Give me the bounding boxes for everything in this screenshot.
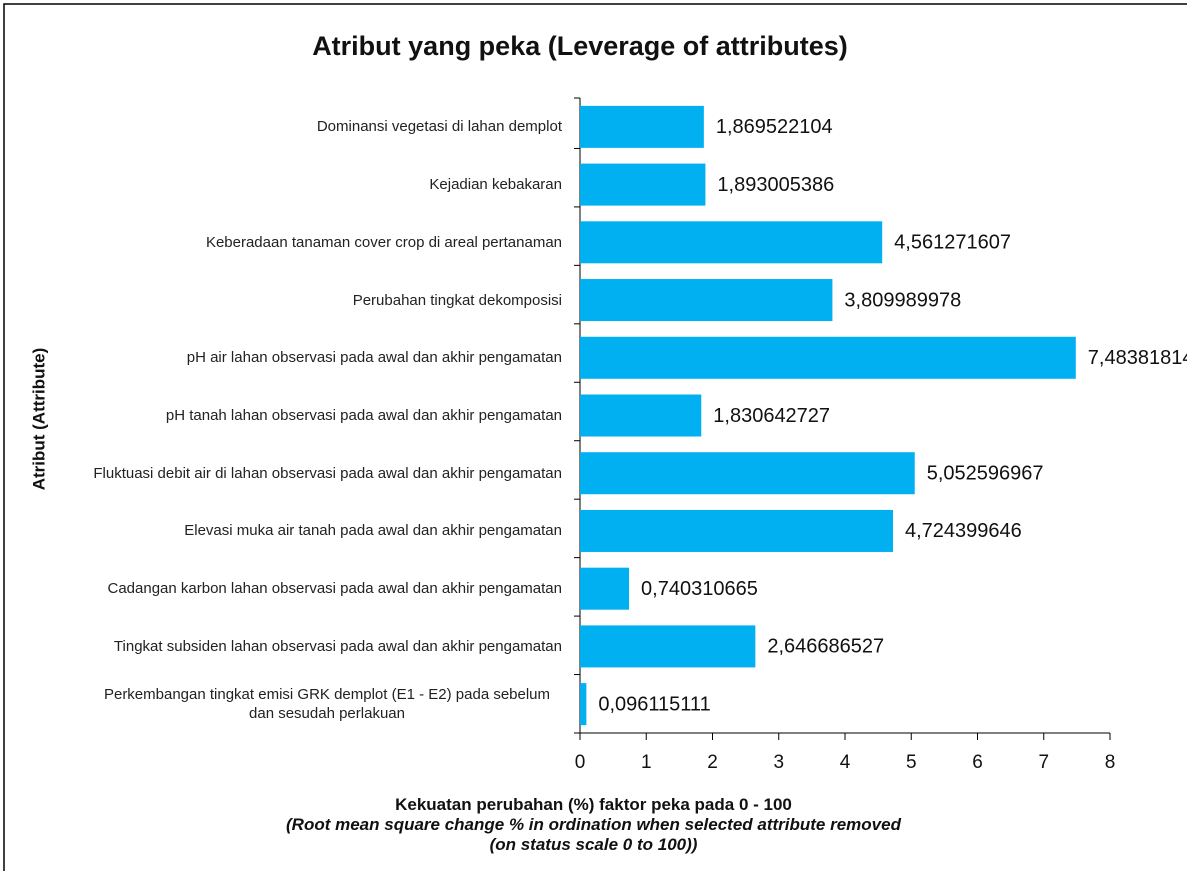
- bar: [580, 279, 833, 322]
- category-label-box: Kejadian kebakaran: [0, 159, 562, 211]
- y-tick-label: Keberadaan tanaman cover crop di areal p…: [205, 233, 562, 251]
- category-label-box: Perubahan tingkat dekomposisi: [0, 274, 562, 326]
- bar: [580, 625, 756, 668]
- value-label: 1,830642727: [713, 405, 830, 427]
- category-label-box: Cadangan karbon lahan observasi pada awa…: [0, 563, 563, 615]
- bar: [580, 567, 630, 610]
- value-label: 7,483818145: [1088, 347, 1187, 369]
- x-tick-label: 1: [641, 752, 652, 773]
- chart-border: [3, 3, 1187, 871]
- y-tick-label: Perkembangan tingkat emisi GRK demplot (…: [103, 686, 551, 723]
- bar: [580, 105, 704, 148]
- bar: [580, 452, 915, 495]
- x-tick-label: 7: [1038, 752, 1049, 773]
- category-label-box: Fluktuasi debit air di lahan observasi p…: [0, 447, 562, 499]
- x-tick-label: 8: [1105, 752, 1116, 773]
- value-label: 0,096115111: [598, 693, 710, 715]
- category-label-box: Dominansi vegetasi di lahan demplot: [0, 101, 562, 153]
- value-label: 5,052596967: [927, 463, 1044, 485]
- x-axis-label: (Root mean square change % in ordination…: [286, 815, 901, 834]
- y-tick-label: Tingkat subsiden lahan observasi pada aw…: [113, 637, 562, 655]
- category-label-box: pH air lahan observasi pada awal dan akh…: [0, 332, 562, 384]
- y-tick-label: Cadangan karbon lahan observasi pada awa…: [107, 580, 563, 598]
- bar: [580, 221, 883, 264]
- chart-title: Atribut yang peka (Leverage of attribute…: [312, 31, 848, 61]
- y-tick-label: Dominansi vegetasi di lahan demplot: [316, 118, 562, 136]
- x-tick-label: 5: [906, 752, 917, 773]
- x-axis-label: Kekuatan perubahan (%) faktor peka pada …: [395, 795, 792, 814]
- category-label-box: Keberadaan tanaman cover crop di areal p…: [0, 216, 562, 268]
- y-tick-label: Fluktuasi debit air di lahan observasi p…: [93, 464, 562, 482]
- y-tick-label: pH tanah lahan observasi pada awal dan a…: [165, 407, 562, 424]
- bar: [580, 336, 1076, 379]
- value-label: 0,740310665: [641, 578, 758, 600]
- x-axis-label: (on status scale 0 to 100)): [489, 835, 698, 854]
- value-label: 3,809989978: [844, 289, 961, 311]
- bar: [580, 394, 702, 437]
- value-label: 2,646686527: [767, 636, 884, 658]
- category-label-box: Perkembangan tingkat emisi GRK demplot (…: [0, 678, 562, 730]
- y-tick-label: pH air lahan observasi pada awal dan akh…: [186, 349, 562, 367]
- y-tick-label: Kejadian kebakaran: [429, 176, 562, 194]
- x-tick-label: 0: [575, 752, 586, 773]
- bar: [580, 683, 587, 726]
- x-tick-label: 6: [972, 752, 983, 773]
- value-label: 4,724399646: [905, 520, 1022, 542]
- y-tick-label: Elevasi muka air tanah pada awal dan akh…: [184, 522, 562, 540]
- category-label-box: Tingkat subsiden lahan observasi pada aw…: [0, 620, 562, 672]
- value-label: 1,869522104: [716, 116, 833, 138]
- x-tick-label: 2: [707, 752, 718, 773]
- bar: [580, 509, 893, 552]
- y-tick-label: Perubahan tingkat dekomposisi: [352, 291, 562, 309]
- category-label-box: pH tanah lahan observasi pada awal dan a…: [0, 390, 562, 442]
- value-label: 4,561271607: [894, 232, 1011, 254]
- x-tick-label: 4: [840, 752, 851, 773]
- value-label: 1,893005386: [717, 174, 834, 196]
- bar: [580, 163, 706, 206]
- category-label-box: Elevasi muka air tanah pada awal dan akh…: [0, 505, 562, 557]
- x-tick-label: 3: [773, 752, 784, 773]
- y-axis-label: Atribut (Attribute): [29, 348, 48, 491]
